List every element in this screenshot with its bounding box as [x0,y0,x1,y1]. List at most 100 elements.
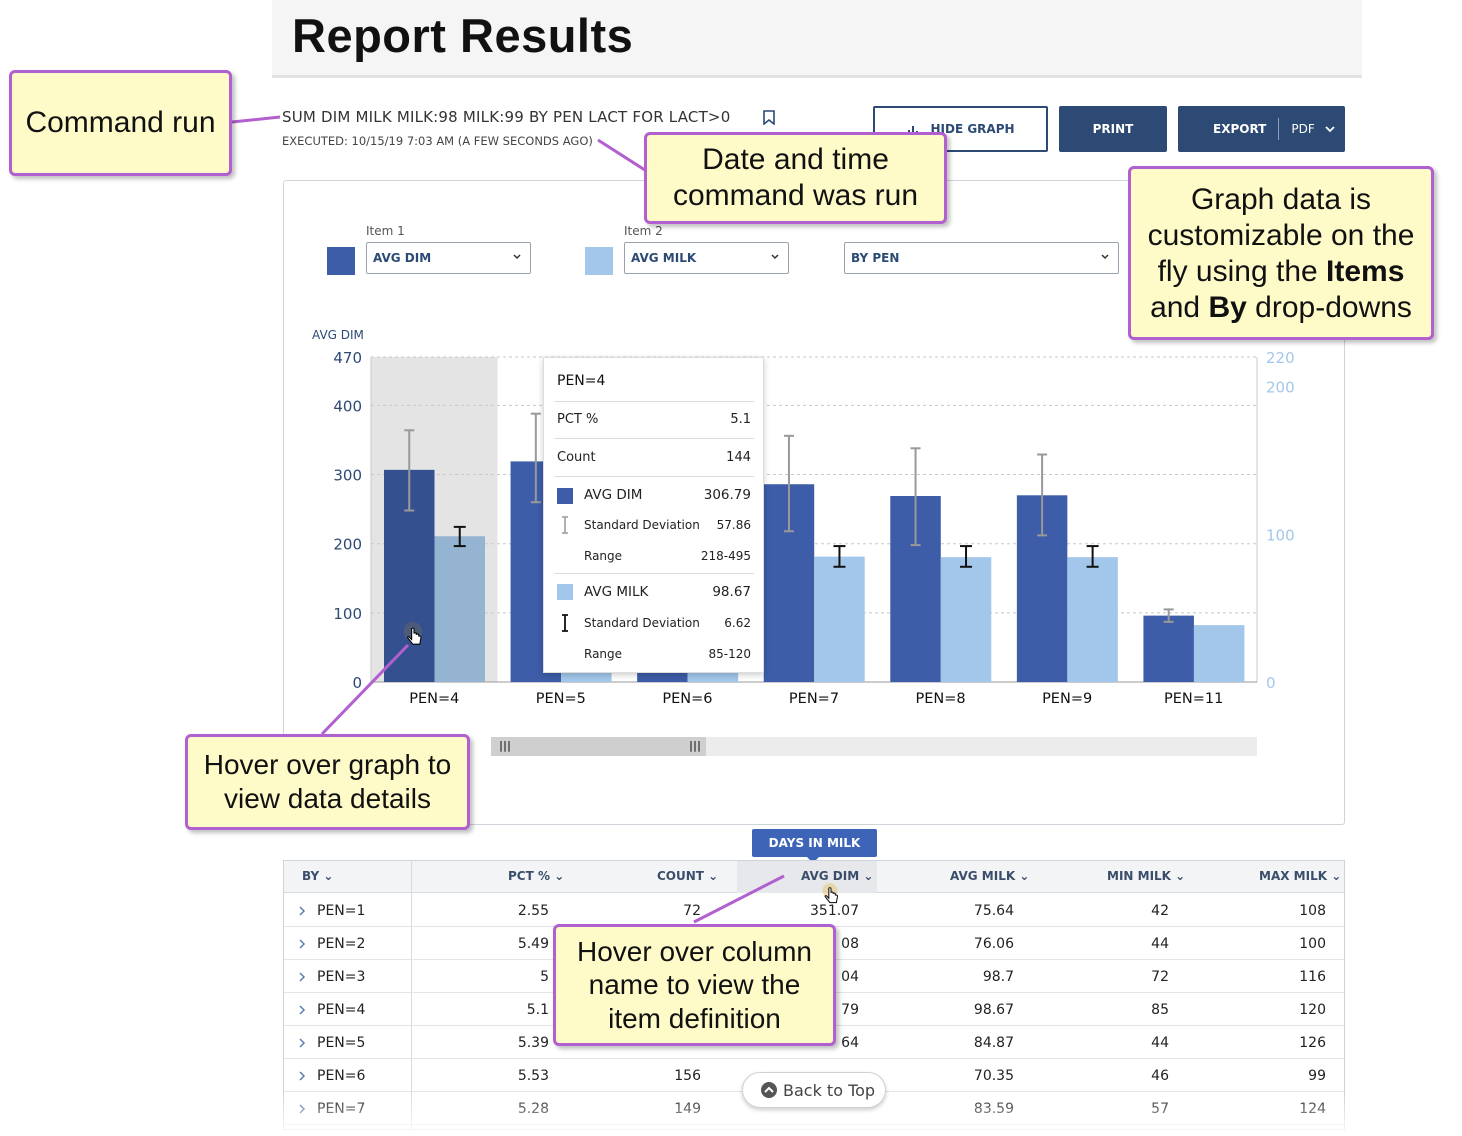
tooltip-pct-value: 5.1 [730,412,751,427]
table-row[interactable]: PEN=1 2.55 72 351.07 75.64 42 108 [284,894,1344,927]
avg-milk-swatch [557,584,573,600]
item2-swatch [585,247,613,275]
column-tooltip: DAYS IN MILK [752,829,877,857]
th-avgdim-label: AVG DIM [801,869,860,883]
hide-graph-label: HIDE GRAPH [930,122,1015,136]
chevron-down-icon [771,254,779,260]
chevron-down-icon: ⌄ [323,869,334,883]
th-avgdim[interactable]: AVG DIM ⌄ [801,869,873,883]
tooltip-pointer [806,856,820,863]
cell-count: 156 [674,1068,701,1084]
callout-graph-customizable: Graph data is customizable on the fly us… [1128,166,1434,340]
item2-label: Item 2 [624,224,663,238]
error-bar-icon [562,614,568,632]
tooltip-count-value: 144 [726,450,751,465]
cell-avgmilk: 98.67 [973,1002,1014,1018]
print-button[interactable]: PRINT [1059,106,1167,152]
executed-timestamp: EXECUTED: 10/15/19 7:03 AM (A FEW SECOND… [282,134,593,148]
th-by[interactable]: BY ⌄ [302,869,333,883]
th-maxmilk[interactable]: MAX MILK ⌄ [1259,869,1341,883]
callout-date-time-text: Date and time command was run [672,143,919,212]
cell-pct: 5.39 [517,1035,549,1051]
th-pct[interactable]: PCT % ⌄ [508,869,564,883]
th-count[interactable]: COUNT ⌄ [657,869,718,883]
callout-graph-by: By [1208,291,1247,324]
cell-minmilk: 44 [1151,1035,1169,1051]
tooltip-pct-label: PCT % [557,412,599,427]
tooltip-sd2-value: 6.62 [724,616,751,630]
tooltip-avgdim-label: AVG DIM [584,487,643,503]
cell-avgmilk: 84.87 [973,1035,1014,1051]
grip-right-icon[interactable]: ||| [689,739,702,752]
cell-by: PEN=5 [317,1035,366,1051]
arrow-up-icon [761,1082,777,1098]
chevron-right-icon[interactable] [298,1038,306,1048]
tooltip-sd2-label: Standard Deviation [584,616,700,630]
back-to-top-button[interactable]: Back to Top [742,1072,886,1108]
cell-avgdim: 04 [841,969,859,985]
cell-avgmilk: 75.64 [973,903,1014,919]
th-maxmilk-label: MAX MILK [1259,869,1328,883]
callout-graph-end: drop-downs [1255,291,1412,324]
by-col-divider [411,861,412,1129]
item2-select[interactable]: AVG MILK [624,242,789,274]
th-minmilk-label: MIN MILK [1107,869,1171,883]
tooltip-range1-label: Range [584,549,623,563]
chevron-down-icon [1325,126,1335,133]
grip-left-icon[interactable]: ||| [499,739,512,752]
cell-maxmilk: 100 [1299,936,1326,952]
table-row[interactable]: PEN=5 5.39 64 84.87 44 126 [284,1026,1344,1059]
cell-pct: 5.53 [517,1068,549,1084]
chevron-right-icon[interactable] [298,1071,306,1081]
chevron-right-icon[interactable] [298,939,306,949]
th-avgmilk[interactable]: AVG MILK ⌄ [950,869,1029,883]
divider [554,438,754,439]
cell-avgdim: 08 [841,936,859,952]
th-avgmilk-label: AVG MILK [950,869,1016,883]
page-title: Report Results [292,9,634,62]
tooltip-range2-label: Range [584,647,623,661]
tooltip-count-label: Count [557,450,596,465]
callout-graph-text: Graph data is customizable on the fly us… [1147,183,1415,288]
export-button[interactable]: EXPORT PDF [1178,106,1345,152]
chart-scroll-thumb[interactable]: ||| ||| [491,737,706,756]
tooltip-title: PEN=4 [557,373,606,389]
chevron-down-icon [513,254,521,260]
cell-pct: 2.55 [517,903,549,919]
item1-value: AVG DIM [373,251,432,265]
chevron-down-icon: ⌄ [708,869,719,883]
cell-avgmilk: 98.7 [982,969,1014,985]
callout-graph-items: Items [1326,255,1405,288]
hand-cursor-icon [822,883,838,904]
callout-hover-graph: Hover over graph to view data details [185,734,470,830]
callout-hover-column-text: Hover over column name to view the item … [577,935,812,1034]
item2-value: AVG MILK [631,251,697,265]
back-to-top-label: Back to Top [783,1080,876,1100]
export-format[interactable]: PDF [1291,122,1315,136]
cell-avgmilk: 70.35 [973,1068,1014,1084]
item1-swatch [327,247,355,275]
cell-maxmilk: 108 [1299,903,1326,919]
th-minmilk[interactable]: MIN MILK ⌄ [1107,869,1185,883]
cell-minmilk: 46 [1151,1068,1169,1084]
cell-maxmilk: 120 [1299,1002,1326,1018]
cell-minmilk: 85 [1151,1002,1169,1018]
chevron-right-icon[interactable] [298,906,306,916]
by-select[interactable]: BY PEN [844,242,1119,274]
export-label: EXPORT [1213,122,1267,136]
cell-pct: 5 [540,969,549,985]
tooltip-avgmilk-label: AVG MILK [584,584,649,600]
chevron-down-icon: ⌄ [863,869,874,883]
callout-hover-graph-text: Hover over graph to view data details [203,749,452,814]
cell-pct: 5.1 [526,1002,549,1018]
cell-maxmilk: 116 [1299,969,1326,985]
item1-select[interactable]: AVG DIM [366,242,531,274]
print-label: PRINT [1092,122,1134,136]
bookmark-icon[interactable] [763,110,775,125]
chevron-right-icon[interactable] [298,972,306,982]
cell-avgmilk: 76.06 [973,936,1014,952]
cell-by: PEN=3 [317,969,366,985]
divider [554,401,754,402]
cell-by: PEN=6 [317,1068,366,1084]
chevron-right-icon[interactable] [298,1005,306,1015]
